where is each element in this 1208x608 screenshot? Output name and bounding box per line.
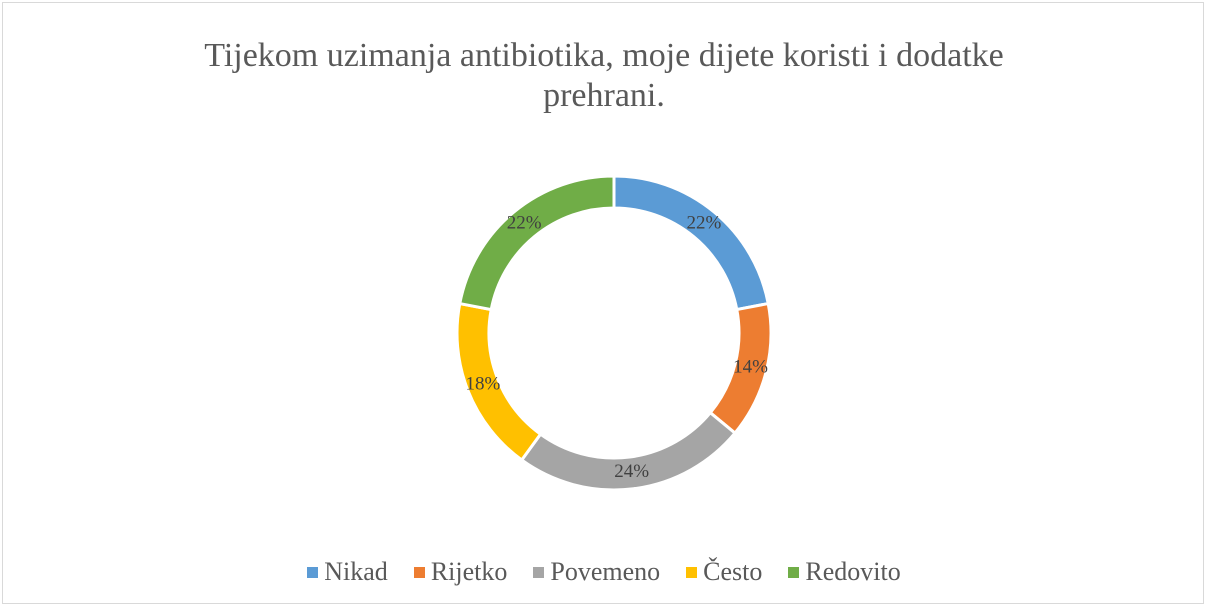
data-label: 22% <box>507 213 542 234</box>
legend-item: Rijetko <box>413 557 508 587</box>
legend-swatch <box>413 566 425 578</box>
donut-segment <box>612 174 770 312</box>
legend-item: Povemeno <box>533 557 660 587</box>
data-label: 22% <box>686 213 721 234</box>
legend-label: Nikad <box>324 557 388 586</box>
legend-item: Redovito <box>788 557 901 587</box>
legend-swatch <box>686 566 698 578</box>
legend-label: Često <box>703 557 763 586</box>
data-label: 18% <box>465 373 500 394</box>
legend-item: Često <box>686 557 762 587</box>
chart-title: Tijekom uzimanja antibiotika, moje dijet… <box>204 37 1004 114</box>
legend-label: Redovito <box>805 557 901 586</box>
legend: Nikad Rijetko Povemeno Često Redovito <box>0 557 1208 587</box>
data-label: 24% <box>614 461 649 482</box>
legend-label: Rijetko <box>430 557 508 586</box>
data-label: 14% <box>733 356 768 377</box>
donut-segment <box>458 174 616 312</box>
legend-label: Povemeno <box>550 557 661 586</box>
legend-item: Nikad <box>307 557 388 587</box>
legend-swatch <box>533 566 545 578</box>
legend-swatch <box>788 566 800 578</box>
legend-swatch <box>307 566 319 578</box>
